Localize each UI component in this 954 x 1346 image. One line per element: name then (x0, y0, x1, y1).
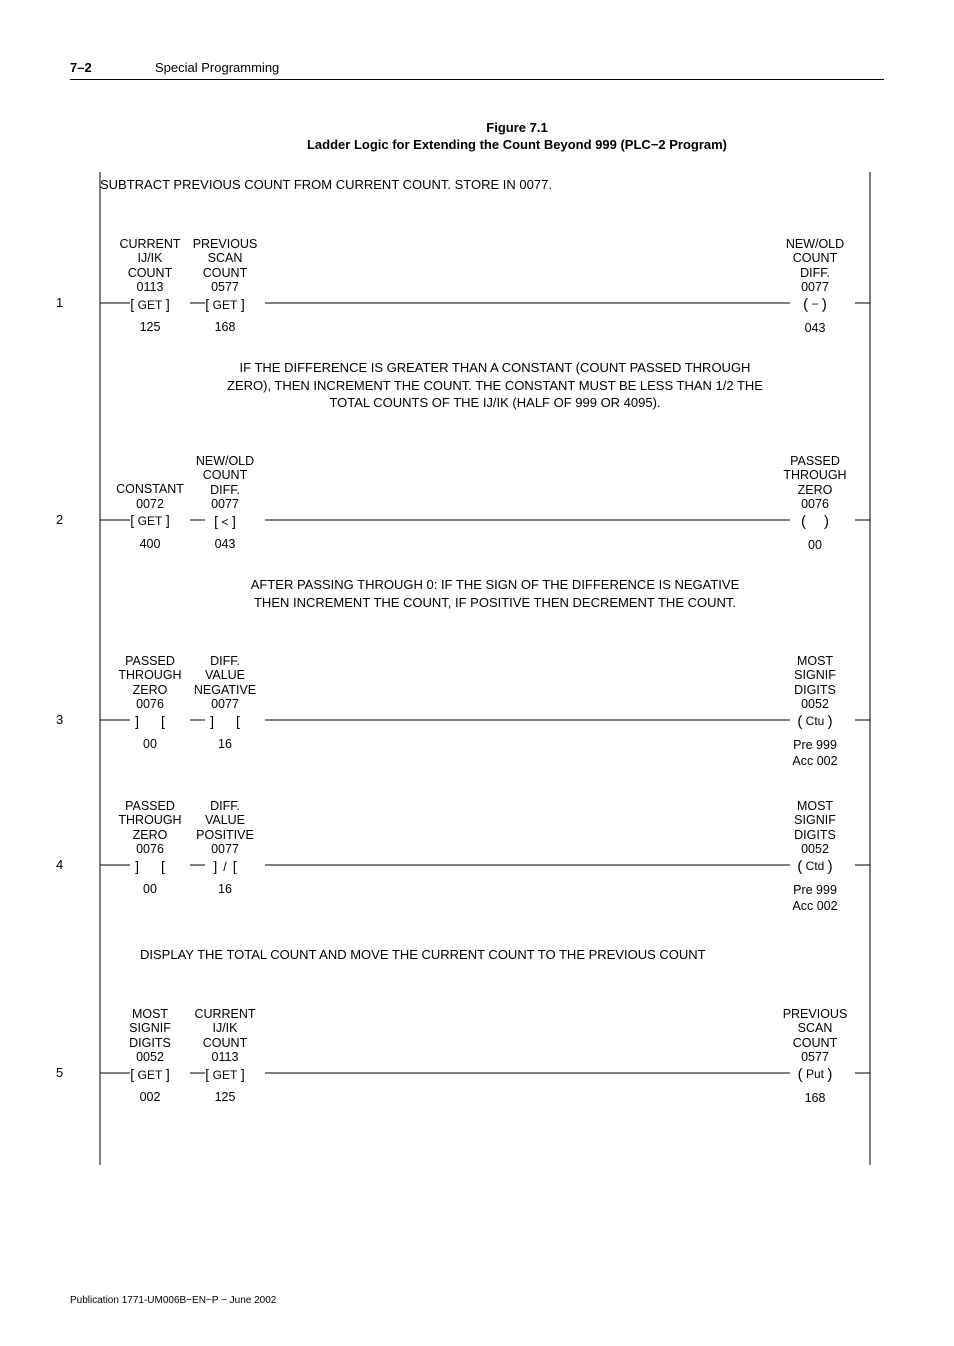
element-label: 0077 (180, 697, 270, 711)
element-symbol: ]/[ (180, 858, 270, 874)
element-value: Pre 999 (770, 883, 860, 897)
element-symbol: ( Put ) (770, 1066, 860, 1083)
ladder-element: NEW/OLDCOUNTDIFF.0077 ( − ) 043 (770, 237, 860, 335)
element-value: 16 (180, 882, 270, 896)
rung-number-1: 1 (56, 295, 63, 310)
element-label: MOST (770, 799, 860, 813)
element-label: PREVIOUS (770, 1007, 860, 1021)
ladder-element: MOSTSIGNIFDIGITS0052 ( Ctd ) Pre 999 Acc 00… (770, 799, 860, 914)
element-label: SIGNIF (770, 813, 860, 827)
page-number: 7–2 (70, 60, 130, 75)
element-label: 0076 (770, 497, 860, 511)
element-label: 0577 (770, 1050, 860, 1064)
element-value: 168 (180, 320, 270, 334)
element-symbol: ( Ctu ) (770, 713, 860, 730)
element-label: CURRENT (180, 1007, 270, 1021)
element-label: THROUGH (770, 468, 860, 482)
element-label: NEW/OLD (180, 454, 270, 468)
element-label: IJ/IK (180, 1021, 270, 1035)
element-label: DIFF. (770, 266, 860, 280)
element-label: COUNT (770, 251, 860, 265)
ladder-element: PREVIOUSSCANCOUNT0577 ( Put ) 168 (770, 1007, 860, 1105)
element-label: 0052 (770, 842, 860, 856)
element-label: NEGATIVE (180, 683, 270, 697)
ladder-element: DIFF.VALUEPOSITIVE0077 ]/[ 16 (180, 799, 270, 896)
ladder-element: PREVIOUSSCANCOUNT0577 [ GET ] 168 (180, 237, 270, 335)
element-symbol: [ < ] (180, 513, 270, 530)
figure-title: Ladder Logic for Extending the Count Bey… (70, 137, 884, 152)
chapter-title: Special Programming (155, 60, 279, 75)
element-label: SIGNIF (770, 668, 860, 682)
element-label: MOST (770, 654, 860, 668)
comment-line: THEN INCREMENT THE COUNT, IF POSITIVE TH… (160, 594, 830, 612)
element-value: 00 (770, 538, 860, 552)
element-symbol: ][ (180, 713, 270, 729)
element-label: COUNT (180, 468, 270, 482)
ladder-element: MOSTSIGNIFDIGITS0052 ( Ctu ) Pre 999 Acc 00… (770, 654, 860, 769)
element-label: 0052 (770, 697, 860, 711)
element-value: 16 (180, 737, 270, 751)
page-header: 7–2 Special Programming (70, 60, 884, 80)
element-label: 0577 (180, 280, 270, 294)
element-value: 043 (770, 321, 860, 335)
element-label: 0077 (180, 497, 270, 511)
comment-line: IF THE DIFFERENCE IS GREATER THAN A CONS… (160, 359, 830, 377)
element-label: 0077 (180, 842, 270, 856)
element-label: SCAN (770, 1021, 860, 1035)
element-label: DIFF. (180, 483, 270, 497)
element-value: Pre 999 (770, 738, 860, 752)
element-symbol: [ GET ] (180, 1066, 270, 1083)
element-label: NEW/OLD (770, 237, 860, 251)
ladder-element: NEW/OLDCOUNTDIFF.0077 [ < ] 043 (180, 454, 270, 552)
element-value: 043 (180, 537, 270, 551)
rung-number-2: 2 (56, 512, 63, 527)
comment-line: SUBTRACT PREVIOUS COUNT FROM CURRENT COU… (100, 176, 830, 194)
element-label: POSITIVE (180, 828, 270, 842)
element-value: Acc 002 (770, 754, 860, 768)
ladder-diagram: SUBTRACT PREVIOUS COUNT FROM CURRENT COU… (70, 172, 884, 1175)
element-value: 125 (180, 1090, 270, 1104)
element-value: 168 (770, 1091, 860, 1105)
element-label: DIFF. (180, 654, 270, 668)
rung-number-3: 3 (56, 712, 63, 727)
rung-1-comment: SUBTRACT PREVIOUS COUNT FROM CURRENT COU… (70, 176, 830, 194)
ladder-element: PASSEDTHROUGHZERO0076 () 00 (770, 454, 860, 552)
element-label: ZERO (770, 483, 860, 497)
ladder-element: DIFF.VALUENEGATIVE0077 ][ 16 (180, 654, 270, 751)
element-label: VALUE (180, 668, 270, 682)
element-symbol: ( − ) (770, 296, 860, 313)
element-label: DIGITS (770, 683, 860, 697)
element-symbol: () (770, 513, 860, 530)
element-label: COUNT (770, 1036, 860, 1050)
element-label: 0113 (180, 1050, 270, 1064)
comment-line: AFTER PASSING THROUGH 0: IF THE SIGN OF … (160, 576, 830, 594)
element-symbol: [ GET ] (180, 296, 270, 313)
element-label: PASSED (770, 454, 860, 468)
comment-line: DISPLAY THE TOTAL COUNT AND MOVE THE CUR… (140, 946, 830, 964)
element-label: DIFF. (180, 799, 270, 813)
element-label: DIGITS (770, 828, 860, 842)
comment-line: ZERO), THEN INCREMENT THE COUNT. THE CON… (160, 377, 830, 395)
rung-3-comment: AFTER PASSING THROUGH 0: IF THE SIGN OF … (70, 576, 830, 611)
comment-line: TOTAL COUNTS OF THE IJ/IK (HALF OF 999 O… (160, 394, 830, 412)
rung-5-comment: DISPLAY THE TOTAL COUNT AND MOVE THE CUR… (70, 946, 830, 964)
element-label: PREVIOUS (180, 237, 270, 251)
element-value: Acc 002 (770, 899, 860, 913)
element-label: 0077 (770, 280, 860, 294)
element-label: COUNT (180, 1036, 270, 1050)
ladder-element: CURRENTIJ/IKCOUNT0113 [ GET ] 125 (180, 1007, 270, 1105)
element-label: SCAN (180, 251, 270, 265)
publication-footer: Publication 1771-UM006B−EN−P − June 2002 (70, 1295, 884, 1306)
rung-number-4: 4 (56, 857, 63, 872)
rung-number-5: 5 (56, 1065, 63, 1080)
rung-2-comment: IF THE DIFFERENCE IS GREATER THAN A CONS… (70, 359, 830, 412)
element-symbol: ( Ctd ) (770, 858, 860, 875)
element-label: COUNT (180, 266, 270, 280)
element-label: VALUE (180, 813, 270, 827)
figure-label: Figure 7.1 (70, 120, 884, 135)
